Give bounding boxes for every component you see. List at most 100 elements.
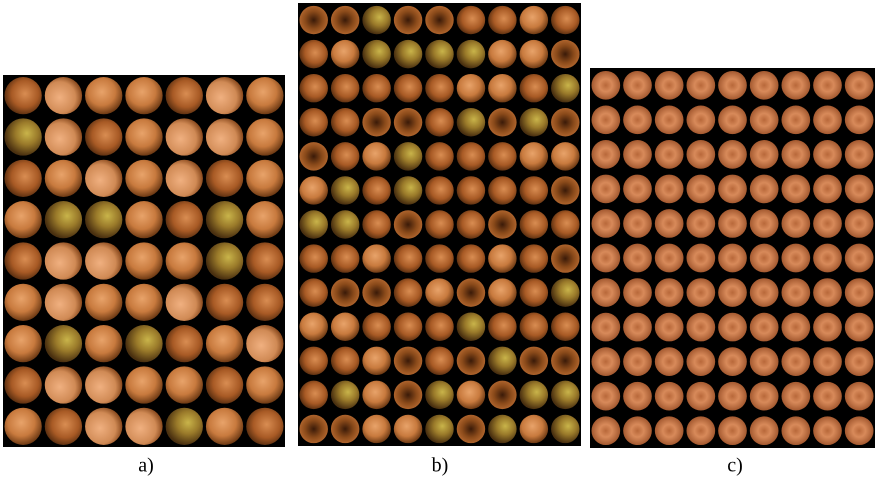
thumbnail: [520, 74, 548, 102]
thumbnail: [623, 209, 652, 238]
thumbnail: [125, 118, 162, 155]
thumbnail: [300, 415, 328, 443]
thumbnail: [551, 210, 579, 238]
thumbnail: [750, 313, 779, 342]
thumbnail: [331, 108, 359, 136]
thumbnail: [394, 381, 422, 409]
thumbnail: [488, 415, 516, 443]
thumbnail: [623, 140, 652, 169]
thumbnail: [623, 244, 652, 273]
thumbnail: [331, 381, 359, 409]
thumbnail: [246, 366, 283, 403]
thumbnail: [655, 175, 684, 204]
panel-label: a): [138, 455, 154, 477]
thumbnail: [551, 244, 579, 272]
thumbnail: [394, 6, 422, 34]
thumbnail: [592, 140, 621, 169]
thumbnail: [362, 347, 390, 375]
thumbnail: [457, 142, 485, 170]
thumbnail: [457, 210, 485, 238]
thumbnail: [687, 416, 716, 445]
thumbnail: [750, 105, 779, 134]
thumbnail: [718, 140, 747, 169]
thumbnail: [362, 176, 390, 204]
thumbnail: [394, 313, 422, 341]
thumbnail: [687, 209, 716, 238]
thumbnail: [520, 415, 548, 443]
thumbnail: [782, 140, 811, 169]
thumbnail: [592, 382, 621, 411]
thumbnail: [813, 382, 842, 411]
thumbnail: [331, 142, 359, 170]
thumbnail: [246, 77, 283, 114]
thumbnail: [623, 278, 652, 307]
thumbnail: [166, 77, 203, 114]
thumbnail: [394, 40, 422, 68]
thumbnail: [718, 71, 747, 100]
thumbnail: [655, 244, 684, 273]
thumbnail: [457, 313, 485, 341]
thumbnail: [300, 176, 328, 204]
thumbnail: [206, 160, 243, 197]
thumbnail: [687, 71, 716, 100]
thumbnail: [246, 284, 283, 321]
thumbnail: [592, 278, 621, 307]
thumbnail: [813, 140, 842, 169]
thumbnail: [813, 313, 842, 342]
thumbnail: [718, 105, 747, 134]
thumbnail: [246, 325, 283, 362]
thumbnail: [206, 118, 243, 155]
thumbnail: [592, 105, 621, 134]
thumbnail: [125, 325, 162, 362]
thumbnail: [394, 176, 422, 204]
thumbnail: [394, 244, 422, 272]
thumbnail: [425, 415, 453, 443]
thumbnail: [331, 210, 359, 238]
thumbnail: [362, 74, 390, 102]
thumbnail: [45, 284, 82, 321]
thumbnail: [457, 108, 485, 136]
thumbnail: [655, 71, 684, 100]
thumbnail: [551, 6, 579, 34]
thumbnail: [5, 366, 42, 403]
thumbnail: [300, 210, 328, 238]
thumbnail: [457, 74, 485, 102]
thumbnail: [520, 176, 548, 204]
thumbnail: [45, 325, 82, 362]
thumbnail: [5, 160, 42, 197]
thumbnail: [718, 416, 747, 445]
thumbnail: [750, 278, 779, 307]
thumbnail: [85, 77, 122, 114]
thumbnail: [166, 160, 203, 197]
thumbnail: [750, 209, 779, 238]
thumbnail: [331, 244, 359, 272]
thumbnail: [362, 210, 390, 238]
thumbnail: [125, 77, 162, 114]
thumbnail: [331, 74, 359, 102]
thumbnail: [488, 74, 516, 102]
thumbnail: [687, 313, 716, 342]
thumbnail: [520, 142, 548, 170]
thumbnail: [845, 278, 874, 307]
thumbnail: [362, 415, 390, 443]
thumbnail: [246, 118, 283, 155]
thumbnail: [331, 415, 359, 443]
thumbnail: [623, 71, 652, 100]
thumbnail: [300, 244, 328, 272]
thumbnail: [687, 175, 716, 204]
thumbnail: [488, 278, 516, 306]
thumbnail: [425, 74, 453, 102]
thumbnail: [85, 201, 122, 238]
thumbnail: [520, 244, 548, 272]
thumbnail: [45, 366, 82, 403]
thumbnail: [166, 118, 203, 155]
thumbnail: [85, 284, 122, 321]
panel-label: b): [432, 455, 449, 477]
thumbnail: [520, 347, 548, 375]
thumbnail: [166, 284, 203, 321]
panel-label: c): [727, 455, 743, 477]
thumbnail: [125, 160, 162, 197]
thumbnail: [551, 74, 579, 102]
thumbnail: [206, 366, 243, 403]
thumbnail: [45, 242, 82, 279]
